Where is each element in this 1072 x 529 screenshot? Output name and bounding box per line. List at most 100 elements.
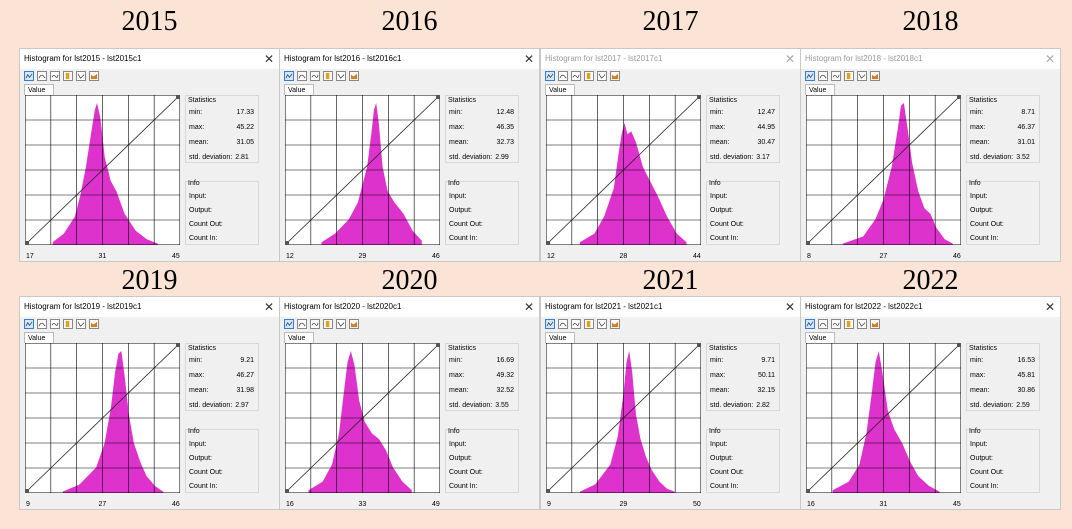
log-icon[interactable] — [597, 319, 607, 329]
stat-max: max: 44.95 — [710, 123, 775, 132]
transfer-handle[interactable] — [176, 95, 180, 99]
info-count-out: Count Out: — [449, 469, 483, 476]
sqrt-icon[interactable] — [584, 319, 594, 329]
gaussian-icon[interactable] — [37, 71, 47, 81]
linear-stretch-icon[interactable] — [545, 71, 555, 81]
tab-value[interactable]: Value — [805, 332, 835, 343]
equalize-icon[interactable] — [571, 71, 581, 81]
log-icon[interactable] — [76, 319, 86, 329]
histogram-fill-icon[interactable] — [870, 319, 880, 329]
gaussian-icon[interactable] — [818, 71, 828, 81]
equalize-icon[interactable] — [310, 319, 320, 329]
sqrt-icon[interactable] — [63, 319, 73, 329]
stat-label: std. deviation: — [970, 402, 1014, 409]
histogram-fill-icon[interactable] — [349, 319, 359, 329]
tab-value[interactable]: Value — [284, 84, 314, 95]
sqrt-icon[interactable] — [584, 71, 594, 81]
sqrt-icon[interactable] — [63, 71, 73, 81]
transfer-handle[interactable] — [436, 343, 440, 347]
log-icon[interactable] — [76, 71, 86, 81]
title-bar[interactable]: Histogram for lst2020 - lst2020c1 ✕ — [280, 297, 539, 317]
gaussian-icon[interactable] — [297, 71, 307, 81]
stat-label: max: — [970, 124, 986, 131]
x-tick-label: 29 — [619, 501, 628, 508]
transfer-handle[interactable] — [285, 241, 289, 245]
info-panel: Input: Output: Count Out: Count In: — [966, 429, 1040, 493]
title-bar[interactable]: Histogram for lst2018 - lst2018c1 ✕ — [801, 49, 1060, 69]
equalize-icon[interactable] — [50, 71, 60, 81]
linear-stretch-icon[interactable] — [24, 319, 34, 329]
transfer-handle[interactable] — [25, 489, 29, 493]
log-icon[interactable] — [597, 71, 607, 81]
histogram-fill-icon[interactable] — [349, 71, 359, 81]
transfer-handle[interactable] — [546, 489, 550, 493]
histogram-area — [308, 351, 412, 493]
sqrt-icon[interactable] — [844, 71, 854, 81]
stat-label: max: — [710, 372, 726, 379]
histogram-fill-icon[interactable] — [610, 319, 620, 329]
transfer-handle[interactable] — [806, 241, 810, 245]
gaussian-icon[interactable] — [37, 319, 47, 329]
gaussian-icon[interactable] — [558, 71, 568, 81]
linear-stretch-icon[interactable] — [284, 319, 294, 329]
equalize-icon[interactable] — [50, 319, 60, 329]
close-icon[interactable]: ✕ — [263, 300, 274, 314]
equalize-icon[interactable] — [831, 71, 841, 81]
info-count-out: Count Out: — [449, 221, 483, 228]
tab-value[interactable]: Value — [24, 332, 54, 343]
linear-stretch-icon[interactable] — [24, 71, 34, 81]
transfer-handle[interactable] — [436, 95, 440, 99]
transfer-handle[interactable] — [806, 489, 810, 493]
linear-stretch-icon[interactable] — [284, 71, 294, 81]
close-icon[interactable]: ✕ — [784, 52, 795, 66]
title-bar[interactable]: Histogram for lst2016 - lst2016c1 ✕ — [280, 49, 539, 69]
close-icon[interactable]: ✕ — [1044, 52, 1055, 66]
transfer-handle[interactable] — [697, 343, 701, 347]
transfer-handle[interactable] — [697, 95, 701, 99]
histogram-window: Histogram for lst2016 - lst2016c1 ✕ Value 1… — [279, 48, 540, 262]
equalize-icon[interactable] — [310, 71, 320, 81]
title-bar[interactable]: Histogram for lst2022 - lst2022c1 ✕ — [801, 297, 1060, 317]
transfer-handle[interactable] — [25, 241, 29, 245]
close-icon[interactable]: ✕ — [1044, 300, 1055, 314]
transfer-handle[interactable] — [285, 489, 289, 493]
transfer-line — [286, 344, 439, 492]
title-bar[interactable]: Histogram for lst2017 - lst2017c1 ✕ — [541, 49, 800, 69]
close-icon[interactable]: ✕ — [523, 52, 534, 66]
linear-stretch-icon[interactable] — [805, 319, 815, 329]
close-icon[interactable]: ✕ — [263, 52, 274, 66]
title-bar[interactable]: Histogram for lst2015 - lst2015c1 ✕ — [20, 49, 279, 69]
tab-value[interactable]: Value — [545, 332, 575, 343]
tab-value[interactable]: Value — [24, 84, 54, 95]
tab-value[interactable]: Value — [284, 332, 314, 343]
linear-stretch-icon[interactable] — [545, 319, 555, 329]
histogram-fill-icon[interactable] — [89, 71, 99, 81]
log-icon[interactable] — [857, 71, 867, 81]
equalize-icon[interactable] — [571, 319, 581, 329]
transfer-handle[interactable] — [546, 241, 550, 245]
close-icon[interactable]: ✕ — [523, 300, 534, 314]
title-bar[interactable]: Histogram for lst2019 - lst2019c1 ✕ — [20, 297, 279, 317]
title-bar[interactable]: Histogram for lst2021 - lst2021c1 ✕ — [541, 297, 800, 317]
stat-value: 3.52 — [1016, 154, 1030, 161]
gaussian-icon[interactable] — [818, 319, 828, 329]
transfer-handle[interactable] — [176, 343, 180, 347]
sqrt-icon[interactable] — [323, 319, 333, 329]
histogram-fill-icon[interactable] — [870, 71, 880, 81]
tab-value[interactable]: Value — [545, 84, 575, 95]
log-icon[interactable] — [857, 319, 867, 329]
equalize-icon[interactable] — [831, 319, 841, 329]
linear-stretch-icon[interactable] — [805, 71, 815, 81]
transfer-handle[interactable] — [957, 343, 961, 347]
histogram-fill-icon[interactable] — [89, 319, 99, 329]
sqrt-icon[interactable] — [844, 319, 854, 329]
log-icon[interactable] — [336, 71, 346, 81]
log-icon[interactable] — [336, 319, 346, 329]
transfer-handle[interactable] — [957, 95, 961, 99]
sqrt-icon[interactable] — [323, 71, 333, 81]
histogram-fill-icon[interactable] — [610, 71, 620, 81]
tab-value[interactable]: Value — [805, 84, 835, 95]
gaussian-icon[interactable] — [297, 319, 307, 329]
close-icon[interactable]: ✕ — [784, 300, 795, 314]
gaussian-icon[interactable] — [558, 319, 568, 329]
